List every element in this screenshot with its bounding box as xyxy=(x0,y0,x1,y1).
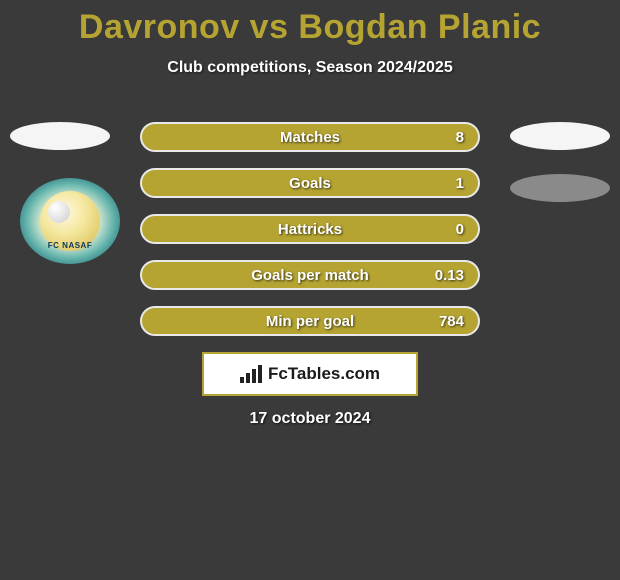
stat-bar: Hattricks 0 xyxy=(140,214,480,244)
brand-text: FcTables.com xyxy=(268,364,380,384)
stat-value: 1 xyxy=(456,175,464,192)
stat-bar: Goals per match 0.13 xyxy=(140,260,480,290)
bar-chart-icon xyxy=(240,365,262,383)
stat-value: 0.13 xyxy=(435,267,464,284)
club-logo-text: FC NASAF xyxy=(48,241,92,250)
stat-bar: Goals 1 xyxy=(140,168,480,198)
club-logo: FC NASAF xyxy=(20,178,120,264)
subtitle: Club competitions, Season 2024/2025 xyxy=(0,59,620,77)
stat-value: 784 xyxy=(439,313,464,330)
stat-bar: Matches 8 xyxy=(140,122,480,152)
brand-box[interactable]: FcTables.com xyxy=(202,352,418,396)
stat-label: Goals per match xyxy=(251,267,369,284)
stat-label: Matches xyxy=(280,129,340,146)
player-badge-right-1 xyxy=(510,122,610,150)
stat-label: Min per goal xyxy=(266,313,354,330)
stats-bars: Matches 8 Goals 1 Hattricks 0 Goals per … xyxy=(140,122,480,352)
stat-label: Goals xyxy=(289,175,331,192)
page-title: Davronov vs Bogdan Planic xyxy=(0,0,620,47)
date-text: 17 october 2024 xyxy=(250,410,371,428)
player-badge-right-2 xyxy=(510,174,610,202)
stat-value: 0 xyxy=(456,221,464,238)
stat-label: Hattricks xyxy=(278,221,342,238)
player-badge-left xyxy=(10,122,110,150)
stat-value: 8 xyxy=(456,129,464,146)
stat-bar: Min per goal 784 xyxy=(140,306,480,336)
